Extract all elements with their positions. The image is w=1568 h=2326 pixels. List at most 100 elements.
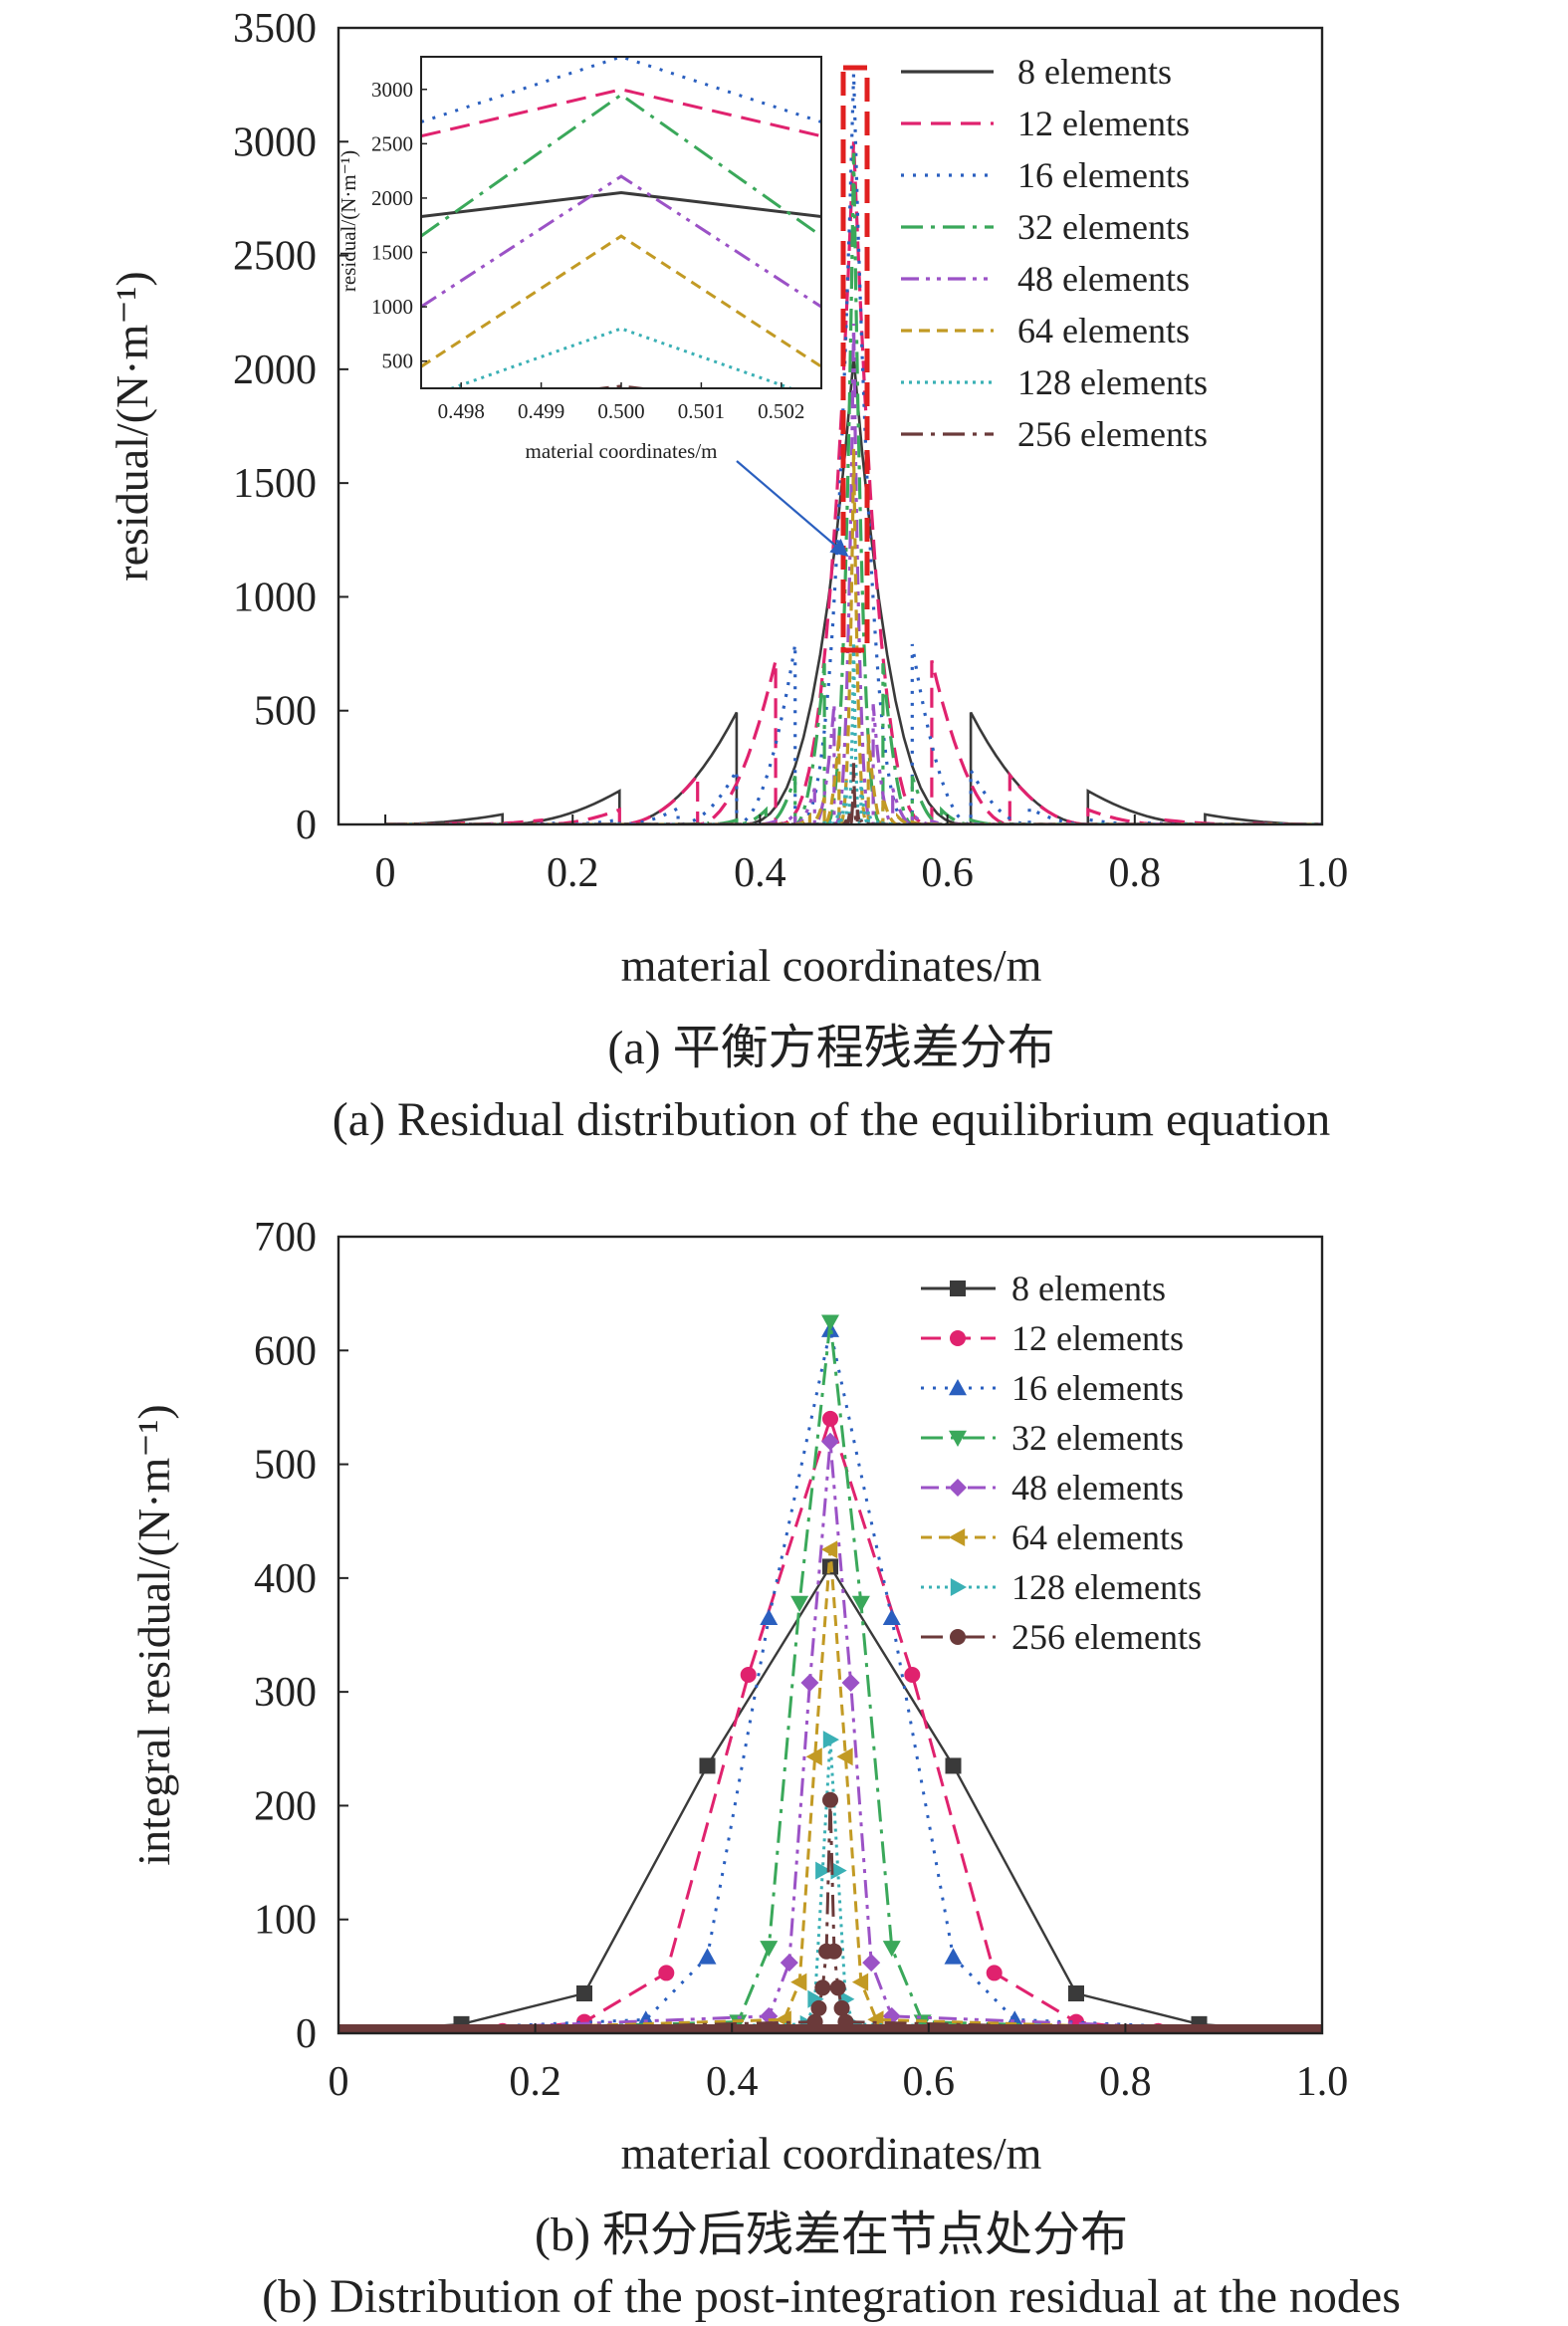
y-tick-label: 500 — [254, 689, 317, 735]
legend-b-marker — [950, 1280, 966, 1296]
chart-b-point — [698, 1948, 717, 1965]
chart-b-point — [862, 1954, 881, 1973]
caption-b-zh: (b) 积分后残差在节点处分布 — [535, 2209, 1128, 2261]
legend-b-label: 128 elements — [1011, 1567, 1202, 1607]
chart-b-point — [815, 1861, 832, 1880]
legend-a-label: 8 elements — [1017, 52, 1172, 92]
chart-b-point — [576, 1985, 592, 2001]
legend-a-label: 12 elements — [1017, 104, 1190, 143]
caption-a-zh: (a) 平衡方程残差分布 — [607, 1022, 1054, 1074]
chart-b-point — [830, 1861, 847, 1880]
chart-b-point — [945, 1757, 962, 1774]
zoom-arrow — [736, 460, 849, 558]
chart-b-series-line — [338, 1413, 1322, 2033]
x-tick-label: 1.0 — [1296, 850, 1349, 896]
chart-a-series-line — [385, 324, 1322, 824]
chart-a: 0 0.2 0.4 0.6 0.8 1.0 0 500 1000 1500 2000 2500 3000… — [107, 6, 1348, 991]
legend-b-marker — [949, 1379, 967, 1396]
chart-b-point — [904, 1667, 921, 1683]
legend-a-label: 48 elements — [1017, 259, 1190, 299]
legend-b-marker — [950, 1629, 966, 1645]
legend-b-label: 256 elements — [1011, 1617, 1202, 1657]
inset-x-tick-label: 0.499 — [518, 399, 564, 423]
chart-b-point — [790, 1595, 809, 1612]
x-tick-label: 0 — [329, 2059, 349, 2105]
y-tick-label: 2500 — [233, 234, 317, 280]
chart-b-point — [658, 1965, 675, 1981]
inset-x-tick-label: 0.500 — [597, 399, 644, 423]
chart-b-point — [841, 1674, 860, 1692]
chart-b-point — [821, 1432, 839, 1451]
chart-b-point — [729, 2014, 748, 2031]
x-tick-label: 0.4 — [706, 2059, 759, 2105]
y-tick-label: 100 — [254, 1898, 317, 1944]
y-tick-label: 600 — [254, 1328, 317, 1374]
legend-b-label: 64 elements — [1011, 1517, 1184, 1557]
chart-b-point — [851, 1595, 870, 1612]
inset-x-tick-label: 0.501 — [678, 399, 725, 423]
inset-x-tick-label: 0.502 — [758, 399, 804, 423]
inset-y-tick-label: 2000 — [371, 186, 413, 210]
legend-a-label: 128 elements — [1017, 362, 1208, 402]
x-tick-label: 0.2 — [547, 850, 599, 896]
chart-b-point — [1068, 1985, 1084, 2001]
y-tick-label: 0 — [296, 2011, 317, 2057]
chart-b-point — [760, 1608, 779, 1626]
y-tick-label: 700 — [254, 1215, 317, 1261]
caption-b-en: (b) Distribution of the post-integration… — [262, 2270, 1401, 2323]
y-tick-label: 1500 — [233, 461, 317, 507]
chart-a-series-line — [385, 448, 1322, 824]
x-axis-label: material coordinates/m — [621, 2128, 1042, 2179]
y-tick-label: 2000 — [233, 348, 317, 393]
y-axis-label: integral residual/(N·m⁻¹) — [128, 1404, 179, 1865]
chart-b-point — [986, 1965, 1003, 1981]
chart-b-plot-frame — [336, 1235, 1324, 2035]
legend-a-label: 64 elements — [1017, 311, 1190, 350]
chart-b-point — [821, 1314, 839, 1331]
chart-b-point — [780, 1954, 798, 1973]
chart-b: 0 0.2 0.4 0.6 0.8 1.0 0 100 200 300 400 500 600 700 ma… — [128, 1215, 1348, 2179]
chart-b-point — [882, 1608, 901, 1626]
y-tick-label: 400 — [254, 1556, 317, 1602]
legend-b-label: 8 elements — [1011, 1269, 1166, 1308]
chart-b-point — [822, 1791, 838, 1808]
legend-b-label: 16 elements — [1011, 1368, 1184, 1408]
legend-b-marker — [949, 1430, 967, 1447]
chart-b-series-line — [338, 1329, 1322, 2033]
x-tick-label: 0.6 — [921, 850, 974, 896]
chart-a-plot-frame — [336, 26, 1324, 826]
chart-b-point — [807, 1989, 824, 2008]
x-tick-label: 0 — [375, 850, 396, 896]
chart-a-series-line — [385, 763, 1322, 824]
chart-b-point — [699, 1757, 716, 1774]
inset-series-line — [421, 93, 821, 238]
chart-a-legend: 8 elements 12 elements 16 elements 32 eleme… — [901, 52, 1208, 454]
x-tick-label: 1.0 — [1296, 2059, 1349, 2105]
legend-a-label: 32 elements — [1017, 207, 1190, 247]
y-tick-label: 300 — [254, 1670, 317, 1716]
inset-series-line — [421, 88, 821, 138]
chart-b-point — [822, 1731, 839, 1749]
chart-b-point — [760, 1941, 779, 1958]
chart-b-point — [810, 1999, 827, 2016]
chart-b-point — [814, 1979, 831, 1996]
inset-y-tick-label: 3000 — [371, 78, 413, 102]
chart-b-point — [836, 1747, 853, 1766]
legend-b-marker — [950, 1330, 966, 1346]
inset-series-line — [421, 174, 821, 309]
chart-b-point — [805, 1747, 822, 1766]
y-tick-label: 0 — [296, 803, 317, 848]
zoom-region-box — [840, 65, 870, 653]
inset-y-tick-label: 500 — [382, 349, 414, 373]
legend-b-label: 32 elements — [1011, 1418, 1184, 1458]
chart-b-point — [882, 1941, 901, 1958]
inset-y-tick-label: 2500 — [371, 131, 413, 155]
chart-b-point — [821, 1540, 838, 1559]
inset-y-tick-label: 1500 — [371, 241, 413, 265]
y-tick-label: 200 — [254, 1783, 317, 1829]
chart-b-point — [851, 1973, 869, 1991]
inset-y-tick-label: 1000 — [371, 295, 413, 319]
y-tick-label: 500 — [254, 1443, 317, 1489]
chart-b-point — [944, 1948, 963, 1965]
